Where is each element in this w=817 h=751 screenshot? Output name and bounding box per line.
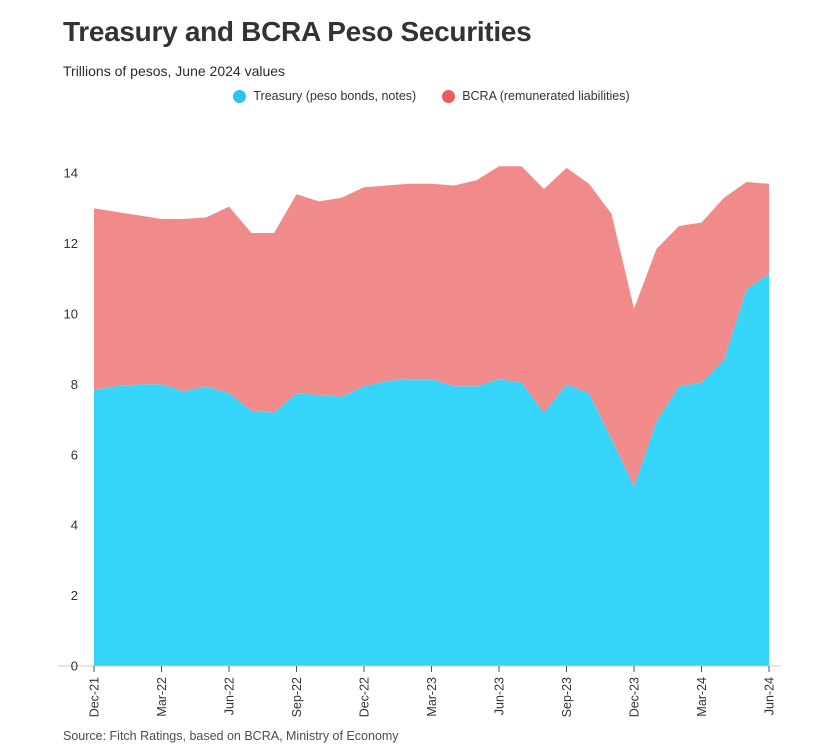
x-axis-label: Jun-23: [493, 677, 507, 715]
bcra-swatch-icon: [442, 89, 456, 103]
y-axis-label: 6: [71, 447, 78, 462]
x-axis-label: Mar-22: [155, 677, 169, 717]
treasury-swatch-icon: [233, 89, 247, 103]
y-axis-label: 4: [71, 518, 78, 533]
y-axis-label: 2: [71, 588, 78, 603]
x-axis-label: Dec-23: [628, 677, 642, 717]
x-axis-label: Dec-22: [358, 677, 372, 717]
x-axis-label: Jun-22: [223, 677, 237, 715]
x-axis-label: Mar-23: [425, 677, 439, 717]
x-axis-label: Mar-24: [695, 677, 709, 717]
y-axis-label: 8: [71, 377, 78, 392]
y-axis-label: 10: [64, 307, 78, 322]
x-axis-label: Sep-23: [560, 677, 574, 717]
bcra-area: [94, 166, 769, 487]
x-axis-label: Sep-22: [290, 677, 304, 717]
legend-item-treasury: Treasury (peso bonds, notes): [233, 89, 416, 103]
legend-label-treasury: Treasury (peso bonds, notes): [253, 89, 417, 103]
legend-item-bcra: BCRA (remunerated liabilities): [442, 89, 630, 103]
x-axis-label: Jun-24: [763, 677, 777, 715]
page-title: Treasury and BCRA Peso Securities: [63, 16, 532, 47]
y-axis-label: 14: [64, 166, 78, 181]
chart-legend: Treasury (peso bonds, notes) BCRA (remun…: [94, 89, 769, 103]
legend-label-bcra: BCRA (remunerated liabilities): [462, 89, 630, 103]
y-axis-label: 0: [71, 659, 78, 674]
treasury-area: [94, 273, 769, 666]
chart-subtitle: Trillions of pesos, June 2024 values: [63, 63, 286, 79]
y-axis-label: 12: [64, 236, 78, 251]
source-note: Source: Fitch Ratings, based on BCRA, Mi…: [63, 729, 399, 743]
x-axis-label: Dec-21: [88, 677, 102, 717]
